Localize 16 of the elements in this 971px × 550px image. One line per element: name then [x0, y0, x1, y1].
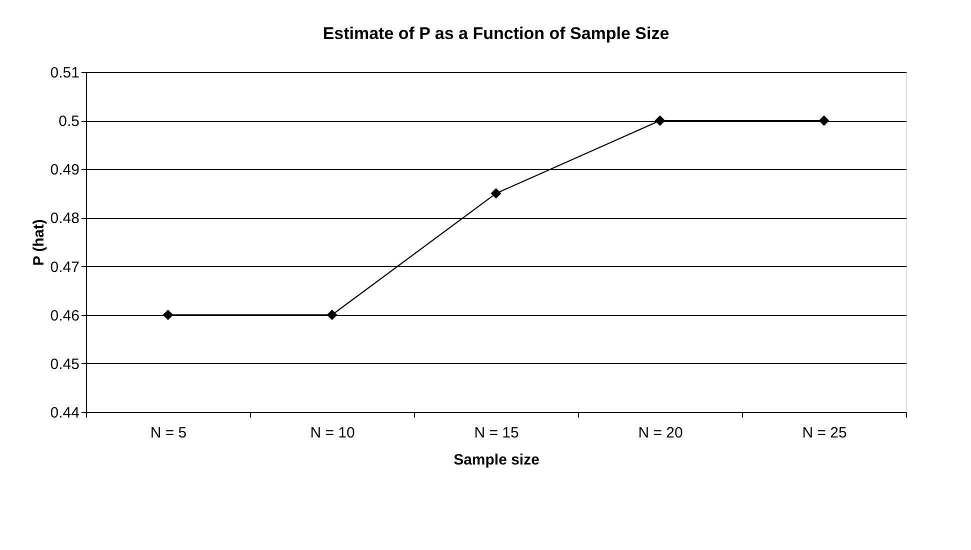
x-tick-label: N = 10: [310, 424, 355, 442]
y-tick-label: 0.51: [50, 64, 80, 82]
x-tick-label: N = 15: [474, 424, 519, 442]
chart-title: Estimate of P as a Function of Sample Size: [322, 24, 670, 43]
x-axis-title: Sample size: [454, 452, 540, 468]
y-tick-label: 0.49: [50, 162, 80, 179]
y-tick-label: 0.45: [50, 356, 80, 373]
y-tick-label: 0.46: [50, 307, 80, 324]
y-tick-label: 0.5: [58, 113, 80, 130]
y-tick-label: 0.48: [50, 210, 80, 228]
y-tick-label: 0.47: [50, 258, 80, 276]
x-tick-label: N = 20: [638, 424, 683, 442]
x-tick-label: N = 25: [802, 424, 847, 442]
x-tick-label: N = 5: [150, 424, 187, 442]
y-tick-label: 0.44: [50, 404, 80, 422]
y-axis-title: P (hat): [30, 219, 48, 266]
